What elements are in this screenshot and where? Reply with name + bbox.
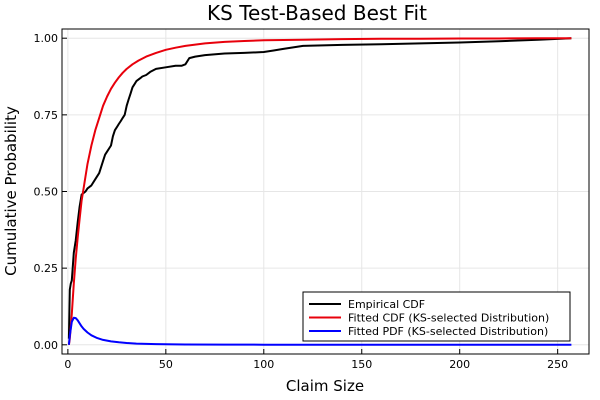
x-tick-label: 50 [159,358,173,371]
legend-box [302,291,571,342]
y-tick-label: 0.75 [34,109,59,122]
y-tick-label: 0.50 [34,186,59,199]
x-tick-label: 0 [64,358,71,371]
x-tick-label: 200 [449,358,470,371]
legend-label: Fitted CDF (KS-selected Distribution) [348,312,549,325]
x-tick-label: 150 [351,358,372,371]
legend-label: Fitted PDF (KS-selected Distribution) [348,325,548,338]
empirical-cdf-line [67,37,572,339]
legend-label: Empirical CDF [348,298,425,311]
y-tick-label: 0.25 [34,262,59,275]
y-tick-label: 0.00 [34,339,59,352]
ticks: 0 50 100 150 200 250 0.00 0.25 0.50 0.75 1.00 [34,32,569,371]
fitted-cdf-line [67,37,572,345]
series-layer [67,37,572,346]
y-axis-label: Cumulative Probability [2,106,20,276]
x-tick-label: 250 [547,358,568,371]
chart-title: KS Test-Based Best Fit [207,1,427,25]
x-axis-label: Claim Size [286,377,364,395]
x-tick-label: 100 [253,358,274,371]
fitted-pdf-line [67,316,572,346]
y-tick-label: 1.00 [34,32,59,45]
